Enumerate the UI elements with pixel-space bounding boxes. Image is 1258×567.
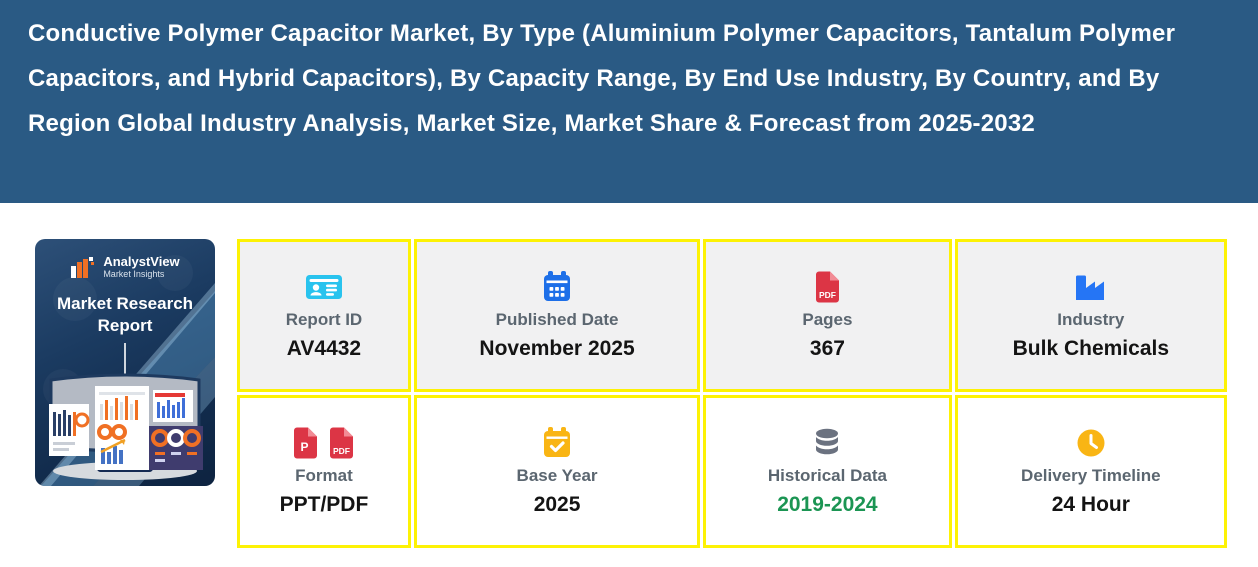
ppt-file-icon: P <box>294 427 318 458</box>
pdf-file-icon: PDF <box>330 427 354 458</box>
report-meta-grid: Report ID AV4432 Published Date <box>237 239 1227 548</box>
tile-value: Bulk Chemicals <box>1012 336 1170 360</box>
clock-icon <box>1077 429 1105 456</box>
brand-name: AnalystView <box>103 254 180 269</box>
header-banner: Conductive Polymer Capacitor Market, By … <box>0 0 1258 203</box>
tile-label: Base Year <box>516 465 598 485</box>
cover-title: Market Research Report <box>56 294 194 336</box>
tile-label: Report ID <box>285 309 363 329</box>
tile-value: 2019-2024 <box>777 492 878 516</box>
tile-label: Delivery Timeline <box>1021 465 1161 485</box>
svg-text:PDF: PDF <box>819 290 836 300</box>
brand-tagline: Market Insights <box>103 269 165 279</box>
tile-industry: Industry Bulk Chemicals <box>954 239 1227 392</box>
tile-label: Format <box>295 465 353 485</box>
svg-text:PDF: PDF <box>333 446 350 456</box>
tile-format: P PDF Format PPT/PDF <box>237 395 411 548</box>
tile-historical-data: Historical Data 2019-2024 <box>703 395 952 548</box>
analystview-logo: AnalystView Market Insights <box>35 239 215 280</box>
tile-value: PPT/PDF <box>279 492 369 516</box>
tile-base-year: Base Year 2025 <box>413 395 701 548</box>
tile-label: Historical Data <box>767 465 887 485</box>
factory-icon <box>1075 275 1104 300</box>
tile-value: AV4432 <box>286 336 362 360</box>
tile-label: Industry <box>1057 309 1125 329</box>
tile-value: November 2025 <box>479 336 635 360</box>
tile-value: 24 Hour <box>1051 492 1130 516</box>
tile-value: 2025 <box>533 492 581 516</box>
tile-label: Pages <box>802 309 853 329</box>
tile-report-id: Report ID AV4432 <box>237 239 411 392</box>
tile-value: 367 <box>809 336 845 360</box>
tile-delivery-timeline: Delivery Timeline 24 Hour <box>954 395 1227 548</box>
database-icon <box>816 428 839 454</box>
svg-text:P: P <box>301 440 309 454</box>
tile-label: Published Date <box>495 309 619 329</box>
id-card-icon <box>305 274 342 299</box>
tile-pages: PDF Pages 367 <box>703 239 952 392</box>
tile-published-date: Published Date November 2025 <box>413 239 701 392</box>
page-title: Conductive Polymer Capacitor Market, By … <box>28 20 1176 137</box>
calendar-check-icon <box>544 427 571 457</box>
analystview-logo-icon <box>71 256 95 278</box>
report-cover-thumbnail: AnalystView Market Insights Market Resea… <box>35 239 215 486</box>
calendar-icon <box>544 271 571 301</box>
pdf-file-icon: PDF <box>815 271 839 302</box>
monitor-charts-illustration <box>49 373 203 480</box>
cover-divider <box>124 343 126 376</box>
